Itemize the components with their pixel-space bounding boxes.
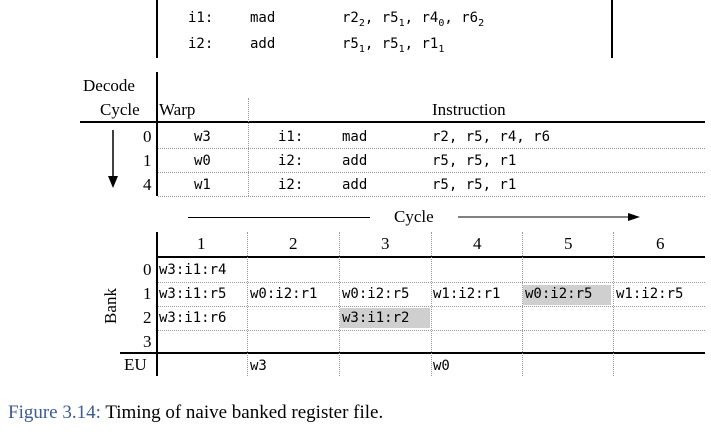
timing-col-divider (247, 232, 248, 376)
decode-row-cycle: 1 (143, 151, 152, 170)
timing-header-rule (156, 256, 705, 258)
decode-row-regs: r5, r5, r1 (432, 177, 517, 193)
top-instr-2-regs: r51, r51, r11 (342, 36, 445, 55)
cycle-header: 6 (656, 234, 665, 253)
reg: r6 (461, 10, 479, 26)
decode-header-line1: Decode (83, 76, 135, 95)
top-instr-2-id: i2: (188, 36, 214, 52)
top-instr-2-op: add (250, 36, 276, 52)
bank-number: 1 (143, 284, 152, 303)
right-arrow-icon (458, 213, 640, 221)
reg-subscript: 2 (358, 17, 365, 29)
timing-col-divider (522, 232, 523, 376)
timing-eu-rule (120, 352, 705, 354)
figure-caption-text: Timing of naive banked register file. (105, 402, 384, 423)
reg: r4 (421, 10, 439, 26)
bank-cell: w1:i2:r1 (433, 286, 501, 302)
timing-row-divider (158, 306, 705, 307)
top-box-left-border (156, 0, 158, 58)
reg-subscript: 1 (398, 17, 405, 29)
bank-axis-label: Bank (100, 288, 120, 324)
cycle-header: 1 (197, 234, 206, 253)
reg-subscript: 1 (358, 43, 365, 55)
eu-cell: w3 (250, 358, 267, 374)
cycle-header: 5 (564, 234, 573, 253)
decode-row-warp: w1 (194, 177, 211, 193)
bank-cell: w0:i2:r1 (250, 286, 318, 302)
timing-col-divider (431, 232, 432, 376)
timing-row-divider (158, 282, 705, 283)
decode-row-regs: r2, r5, r4, r6 (432, 129, 551, 145)
top-box-right-border (611, 0, 613, 58)
timing-row-divider (158, 330, 705, 331)
timing-table-left-border (156, 232, 158, 376)
reg-subscript: 1 (438, 43, 445, 55)
decode-row-op: mad (342, 129, 368, 145)
bank-cell: w1:i2:r5 (616, 286, 684, 302)
bank-cell: w3:i1:r4 (159, 262, 227, 278)
reg: r5 (381, 36, 399, 52)
bank-cell: w3:i1:r5 (159, 286, 227, 302)
decode-row-op: add (342, 177, 368, 193)
cycle-arrow-left-line (188, 217, 370, 218)
figure-caption-label: Figure 3.14: (8, 402, 101, 423)
decode-row-id: i1: (278, 129, 304, 145)
reg-subscript: 0 (438, 17, 445, 29)
figure-caption: Figure 3.14: Timing of naive banked regi… (8, 402, 383, 424)
reg: r5 (342, 36, 359, 52)
timing-col-divider (339, 232, 340, 376)
decode-row-warp: w0 (194, 153, 211, 169)
decode-row-id: i2: (278, 177, 304, 193)
decode-header-cycle: Cycle (100, 100, 140, 119)
cycle-axis-label: Cycle (394, 207, 434, 226)
decode-row-op: add (342, 153, 368, 169)
reg: r5 (381, 10, 399, 26)
bank-cell: w0:i2:r5 (342, 286, 410, 302)
reg: r1 (421, 36, 439, 52)
cycle-header: 2 (289, 234, 298, 253)
decode-header-rule (80, 121, 705, 123)
decode-row-warp: w3 (194, 129, 211, 145)
bank-conflict-highlight (523, 285, 611, 305)
top-instr-1-regs: r22, r51, r40, r62 (342, 10, 485, 29)
bank-number: 3 (143, 332, 152, 351)
top-instr-1-op: mad (250, 10, 276, 26)
bank-number: 2 (143, 308, 152, 327)
bank-number: 0 (143, 260, 152, 279)
top-instr-1-id: i1: (188, 10, 214, 26)
decode-header-warp: Warp (159, 100, 196, 119)
decode-header-instruction: Instruction (432, 100, 506, 119)
decode-row-cycle: 0 (143, 127, 152, 146)
reg-subscript: 2 (478, 17, 485, 29)
reg: r2 (342, 10, 359, 26)
decode-row-id: i2: (278, 153, 304, 169)
decode-row-divider (158, 196, 705, 197)
bank-conflict-highlight (340, 308, 430, 328)
decode-row-divider (158, 148, 705, 149)
cycle-header: 3 (381, 234, 390, 253)
cycle-header: 4 (473, 234, 482, 253)
reg-subscript: 1 (398, 43, 405, 55)
bank-cell: w3:i1:r2 (342, 310, 410, 326)
eu-cell: w0 (433, 358, 450, 374)
decode-col-divider (248, 98, 249, 196)
decode-row-cycle: 4 (143, 175, 152, 194)
decode-table-divider (156, 72, 158, 196)
bank-cell: w0:i2:r5 (525, 286, 593, 302)
down-arrow-icon (108, 130, 118, 188)
eu-label: EU (124, 355, 147, 374)
bank-cell: w3:i1:r6 (159, 310, 227, 326)
decode-row-divider (158, 172, 705, 173)
decode-row-regs: r5, r5, r1 (432, 153, 517, 169)
timing-col-divider (613, 232, 614, 376)
